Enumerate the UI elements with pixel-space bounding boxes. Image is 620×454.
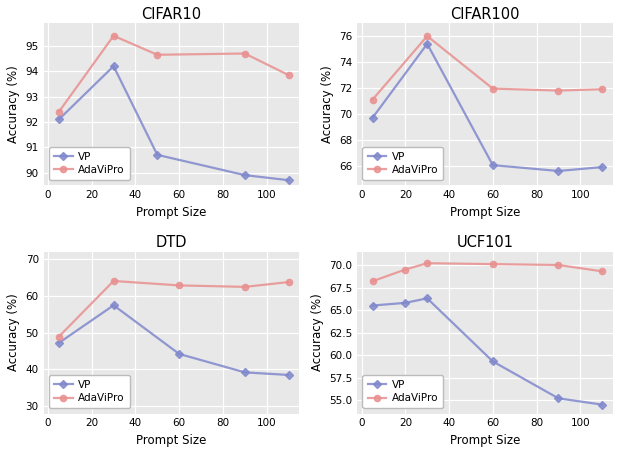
VP xyxy=(175,351,183,357)
Legend: VP, AdaViPro: VP, AdaViPro xyxy=(363,147,443,180)
AdaViPro xyxy=(423,33,431,39)
AdaViPro xyxy=(241,284,249,290)
AdaViPro xyxy=(55,109,63,114)
VP xyxy=(55,340,63,345)
VP xyxy=(598,402,606,407)
Title: CIFAR10: CIFAR10 xyxy=(141,7,202,22)
Line: AdaViPro: AdaViPro xyxy=(56,278,291,340)
Line: AdaViPro: AdaViPro xyxy=(56,33,291,115)
VP xyxy=(489,163,497,168)
Y-axis label: Accuracy (%): Accuracy (%) xyxy=(321,65,334,143)
AdaViPro xyxy=(423,261,431,266)
AdaViPro xyxy=(110,278,117,284)
Legend: VP, AdaViPro: VP, AdaViPro xyxy=(49,147,130,180)
VP xyxy=(241,173,249,178)
Y-axis label: Accuracy (%): Accuracy (%) xyxy=(311,294,324,371)
AdaViPro xyxy=(285,72,292,78)
AdaViPro xyxy=(175,283,183,288)
Line: AdaViPro: AdaViPro xyxy=(370,260,605,284)
VP xyxy=(402,300,409,306)
Legend: VP, AdaViPro: VP, AdaViPro xyxy=(363,375,443,409)
VP xyxy=(55,117,63,122)
VP xyxy=(369,303,376,308)
VP xyxy=(154,152,161,158)
VP xyxy=(555,395,562,401)
AdaViPro xyxy=(369,278,376,284)
VP xyxy=(110,64,117,69)
X-axis label: Prompt Size: Prompt Size xyxy=(136,206,206,219)
VP xyxy=(489,359,497,364)
VP xyxy=(241,370,249,375)
VP xyxy=(423,41,431,47)
Title: UCF101: UCF101 xyxy=(457,235,513,250)
VP xyxy=(285,178,292,183)
AdaViPro xyxy=(369,97,376,102)
AdaViPro xyxy=(555,262,562,268)
VP xyxy=(110,302,117,308)
AdaViPro xyxy=(598,269,606,274)
VP xyxy=(555,168,562,174)
Line: VP: VP xyxy=(56,302,291,378)
VP xyxy=(598,164,606,170)
Y-axis label: Accuracy (%): Accuracy (%) xyxy=(7,65,20,143)
AdaViPro xyxy=(285,279,292,285)
Title: CIFAR100: CIFAR100 xyxy=(450,7,520,22)
AdaViPro xyxy=(154,52,161,58)
Title: DTD: DTD xyxy=(156,235,187,250)
Line: AdaViPro: AdaViPro xyxy=(370,33,605,103)
Legend: VP, AdaViPro: VP, AdaViPro xyxy=(49,375,130,409)
AdaViPro xyxy=(555,88,562,93)
AdaViPro xyxy=(598,87,606,92)
AdaViPro xyxy=(489,262,497,267)
AdaViPro xyxy=(55,334,63,339)
AdaViPro xyxy=(489,86,497,91)
AdaViPro xyxy=(402,267,409,272)
Line: VP: VP xyxy=(370,41,605,174)
X-axis label: Prompt Size: Prompt Size xyxy=(136,434,206,447)
Y-axis label: Accuracy (%): Accuracy (%) xyxy=(7,294,20,371)
X-axis label: Prompt Size: Prompt Size xyxy=(450,434,520,447)
AdaViPro xyxy=(110,33,117,39)
VP xyxy=(423,296,431,301)
Line: VP: VP xyxy=(56,63,291,183)
Line: VP: VP xyxy=(370,295,605,408)
VP xyxy=(285,372,292,378)
VP xyxy=(369,115,376,120)
X-axis label: Prompt Size: Prompt Size xyxy=(450,206,520,219)
AdaViPro xyxy=(241,51,249,56)
